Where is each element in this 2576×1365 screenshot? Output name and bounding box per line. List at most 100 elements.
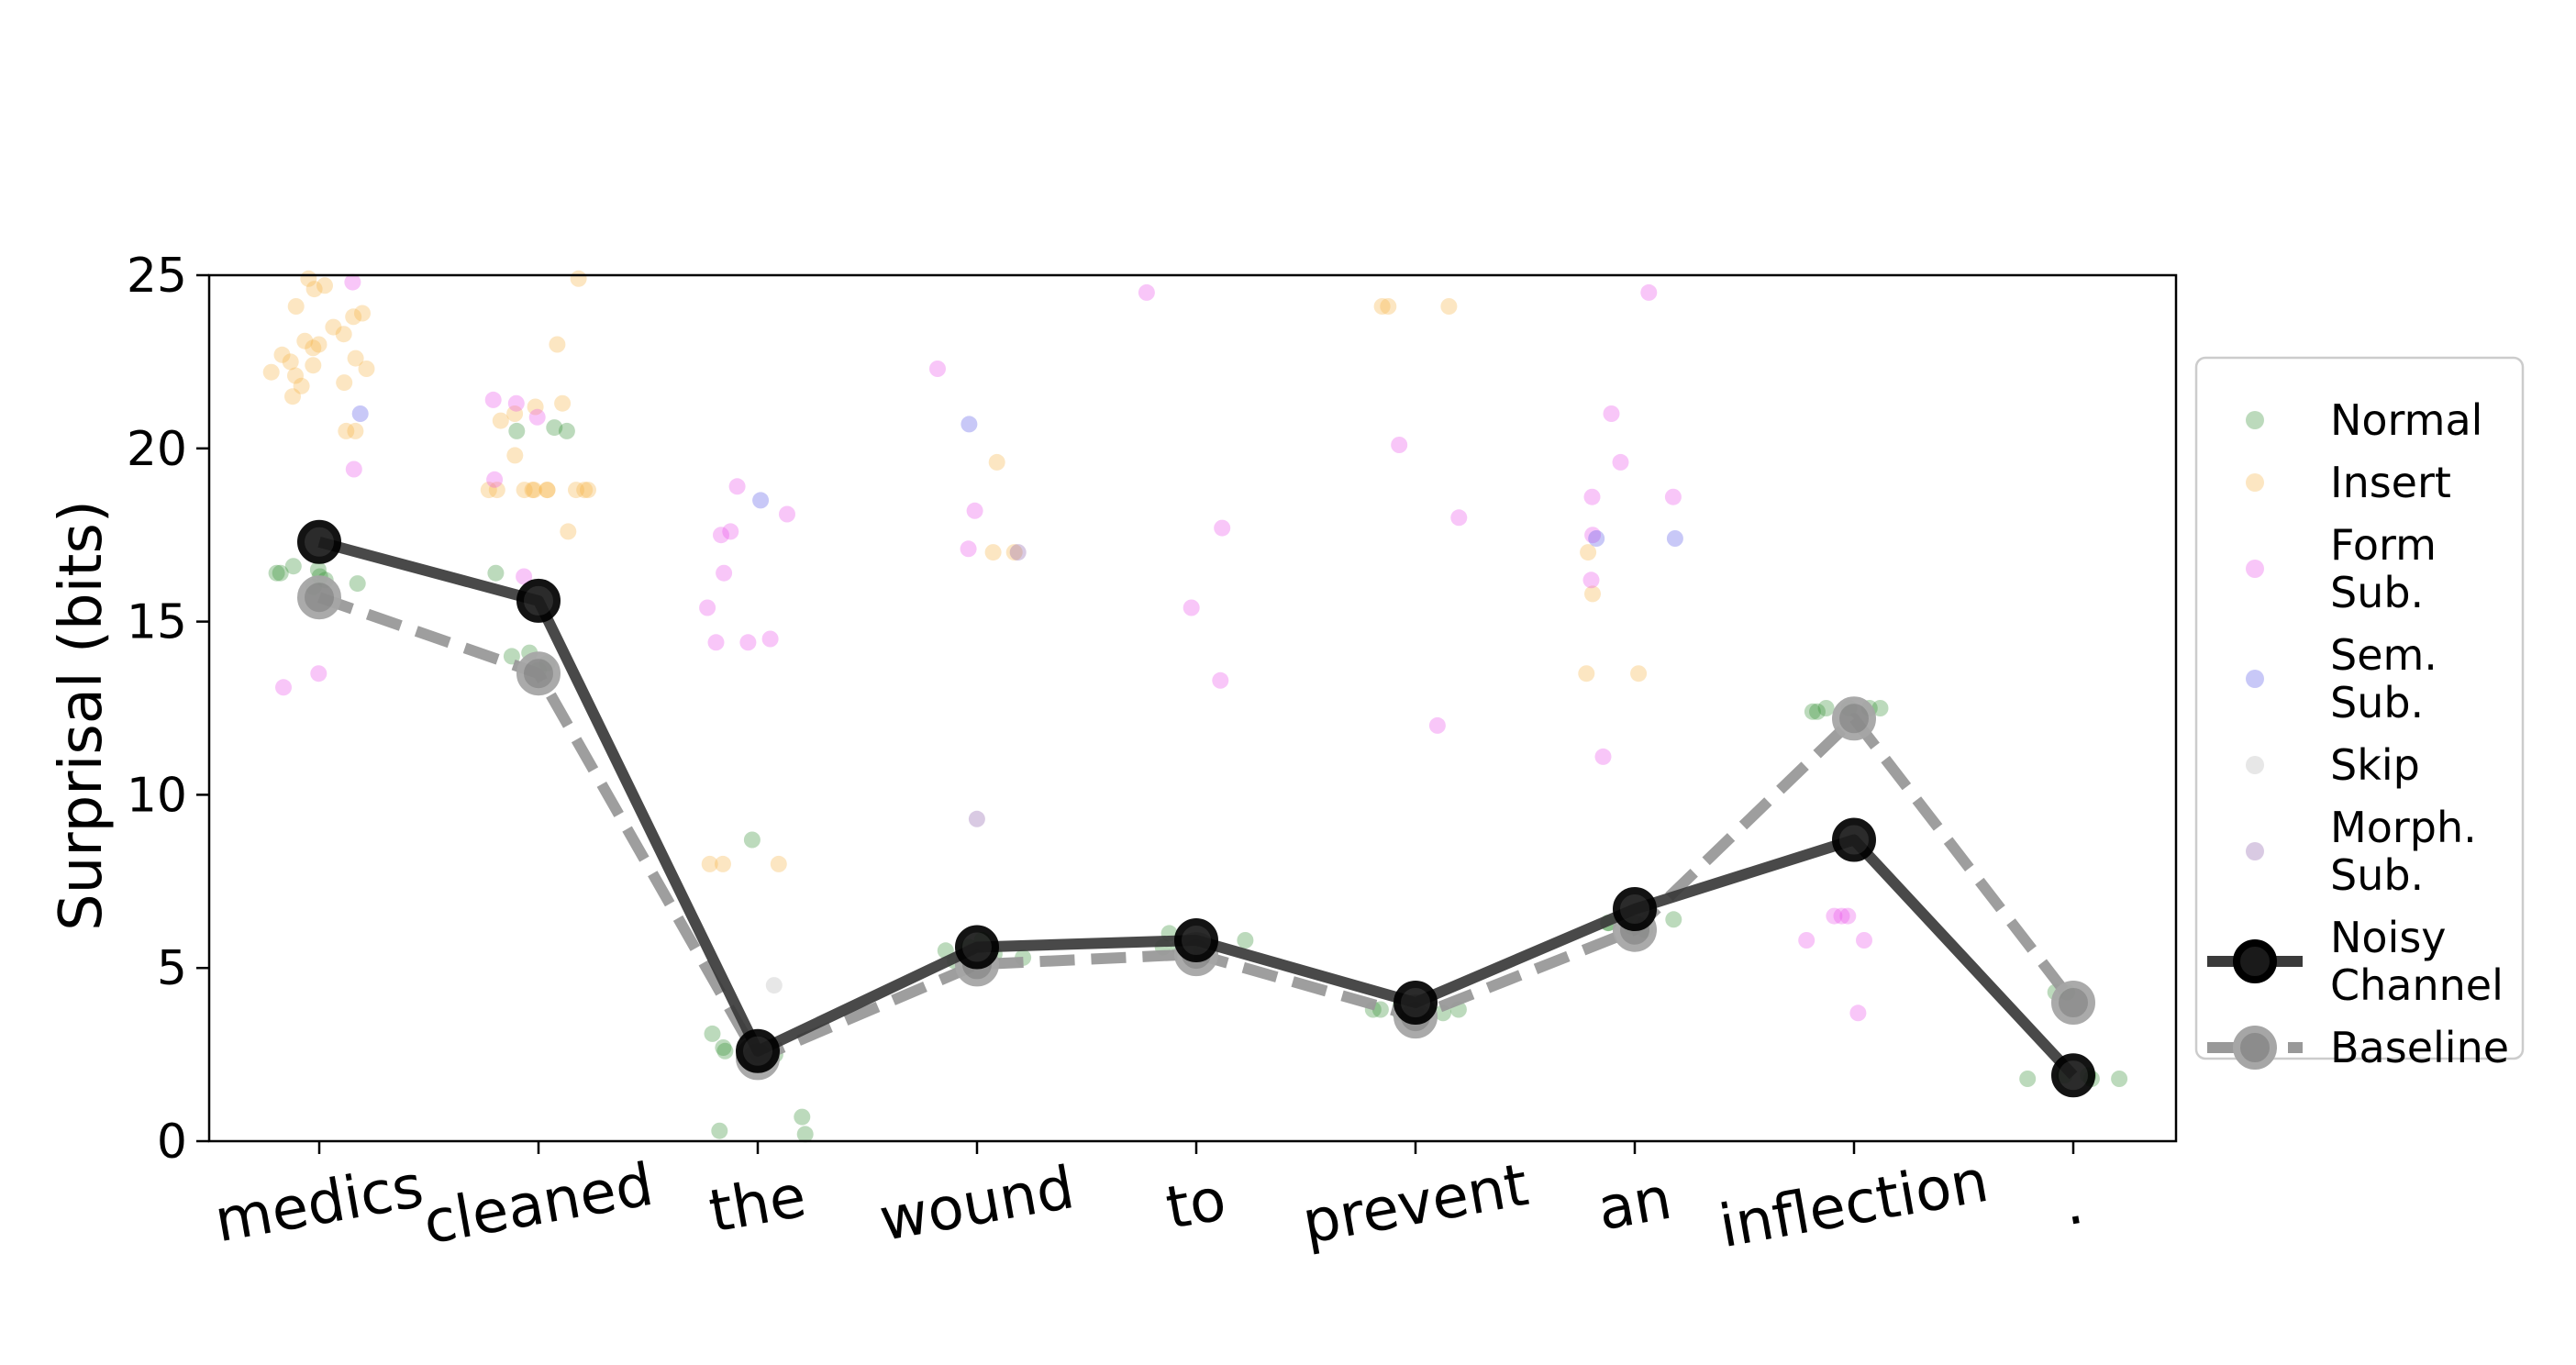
legend-dot xyxy=(2246,411,2264,429)
scatter-point-insert xyxy=(560,523,577,540)
scatter-point-form-sub xyxy=(960,540,977,558)
scatter-point-normal xyxy=(704,1025,721,1042)
scatter-point-form-sub xyxy=(1839,907,1857,925)
scatter-point-sem-sub xyxy=(1588,530,1605,547)
scatter-point-insert xyxy=(1580,544,1597,561)
scatter-point-normal xyxy=(1237,932,1254,949)
scatter-point-normal xyxy=(1817,700,1835,716)
legend-dot xyxy=(2246,560,2264,578)
scatter-point-insert xyxy=(516,482,533,499)
scatter-point-form-sub xyxy=(486,471,504,488)
scatter-point-form-sub xyxy=(1391,437,1408,453)
legend-label: Skip xyxy=(2330,740,2420,790)
scatter-point-form-sub xyxy=(1849,1004,1867,1022)
scatter-point-form-sub xyxy=(966,502,983,519)
y-tick-label: 15 xyxy=(127,595,187,650)
y-tick-label: 0 xyxy=(157,1115,187,1170)
scatter-point-form-sub xyxy=(929,361,946,377)
legend-dot xyxy=(2246,473,2264,492)
scatter-point-insert xyxy=(1005,544,1023,561)
y-tick-label: 25 xyxy=(127,249,187,304)
scatter-point-form-sub xyxy=(1612,453,1629,471)
scatter-point-form-sub xyxy=(1214,519,1231,537)
scatter-point-insert xyxy=(1630,665,1648,682)
scatter-point-insert xyxy=(316,277,333,294)
scatter-point-insert xyxy=(300,270,317,287)
scatter-point-insert xyxy=(488,482,505,499)
scatter-point-form-sub xyxy=(1428,716,1446,734)
scatter-point-insert xyxy=(506,405,524,422)
scatter-point-insert xyxy=(358,361,375,377)
y-axis-label: Surprisal (bits) xyxy=(48,500,116,931)
scatter-point-insert xyxy=(492,412,509,429)
scatter-point-insert xyxy=(305,339,322,357)
scatter-point-insert xyxy=(1578,665,1595,682)
scatter-point-insert xyxy=(984,544,1002,561)
scatter-point-form-sub xyxy=(722,523,739,540)
scatter-point-insert xyxy=(325,318,342,336)
scatter-point-sem-sub xyxy=(752,492,770,509)
scatter-point-insert xyxy=(506,447,524,464)
scatter-point-form-sub xyxy=(1856,932,1872,949)
scatter-point-form-sub xyxy=(1640,283,1658,301)
legend-dot xyxy=(2246,756,2264,774)
scatter-point-form-sub xyxy=(713,527,729,544)
scatter-point-normal xyxy=(272,564,289,582)
scatter-point-form-sub xyxy=(507,394,525,412)
scatter-point-insert xyxy=(527,398,544,416)
scatter-point-normal xyxy=(2111,1071,2128,1087)
scatter-point-normal xyxy=(558,422,575,439)
scatter-point-sem-sub xyxy=(960,416,978,433)
scatter-point-insert xyxy=(549,336,566,353)
scatter-point-insert xyxy=(1380,298,1397,315)
x-tick-label: cleaned xyxy=(418,1151,658,1259)
legend-label: Sem. xyxy=(2330,630,2437,680)
scatter-point-insert xyxy=(282,353,299,371)
scatter-point-form-sub xyxy=(1826,907,1843,925)
scatter-point-form-sub xyxy=(699,599,716,616)
legend: NormalInsertFormSub.Sem.Sub.SkipMorph.Su… xyxy=(2194,356,2525,1072)
scatter-point-insert xyxy=(1584,585,1601,603)
scatter-point-insert xyxy=(262,363,280,381)
scatter-point-form-sub xyxy=(716,564,733,582)
x-tick-label: to xyxy=(1161,1166,1231,1243)
scatter-point-morph-sub xyxy=(1009,544,1027,561)
noisy-channel-marker xyxy=(1613,887,1657,931)
x-tick-label: wound xyxy=(874,1154,1079,1255)
scatter-point-form-sub xyxy=(345,461,362,478)
scatter-point-normal xyxy=(1809,703,1826,720)
x-tick-label: prevent xyxy=(1297,1151,1533,1258)
legend-dot xyxy=(2246,670,2264,688)
scatter-point-form-sub xyxy=(1582,572,1600,589)
legend-label: Sub. xyxy=(2330,568,2424,617)
scatter-point-sem-sub xyxy=(1666,530,1683,547)
scatter-point-insert xyxy=(526,482,543,499)
scatter-point-insert xyxy=(310,336,328,353)
scatter-point-form-sub xyxy=(275,679,292,696)
scatter-point-insert xyxy=(770,855,787,872)
scatter-point-form-sub xyxy=(1583,488,1601,505)
legend-label: Noisy xyxy=(2330,913,2447,962)
scatter-point-insert xyxy=(335,326,352,343)
scatter-point-insert xyxy=(305,357,322,374)
scatter-point-insert xyxy=(336,374,353,392)
scatter-point-form-sub xyxy=(1584,527,1602,544)
plot-frame xyxy=(207,273,2178,1143)
scatter-point-form-sub xyxy=(1183,599,1200,616)
legend-label: Morph. xyxy=(2330,803,2477,852)
scatter-point-morph-sub xyxy=(968,810,985,827)
x-tick-label: medics xyxy=(210,1153,428,1257)
noisy-channel-marker xyxy=(1832,817,1876,862)
scatter-point-normal xyxy=(508,422,526,439)
noisy-channel-marker xyxy=(516,578,561,623)
scatter-point-normal xyxy=(1804,703,1821,720)
legend-label: Sub. xyxy=(2330,678,2424,727)
x-tick-label: . xyxy=(2058,1170,2088,1239)
legend-label: Channel xyxy=(2330,960,2504,1010)
legend-label: Form xyxy=(2330,520,2437,570)
scatter-point-form-sub xyxy=(1138,283,1155,301)
noisy-channel-marker xyxy=(2051,1053,2095,1098)
scatter-point-insert xyxy=(354,305,371,322)
baseline-marker xyxy=(1832,696,1876,741)
scatter-point-insert xyxy=(988,453,1005,471)
